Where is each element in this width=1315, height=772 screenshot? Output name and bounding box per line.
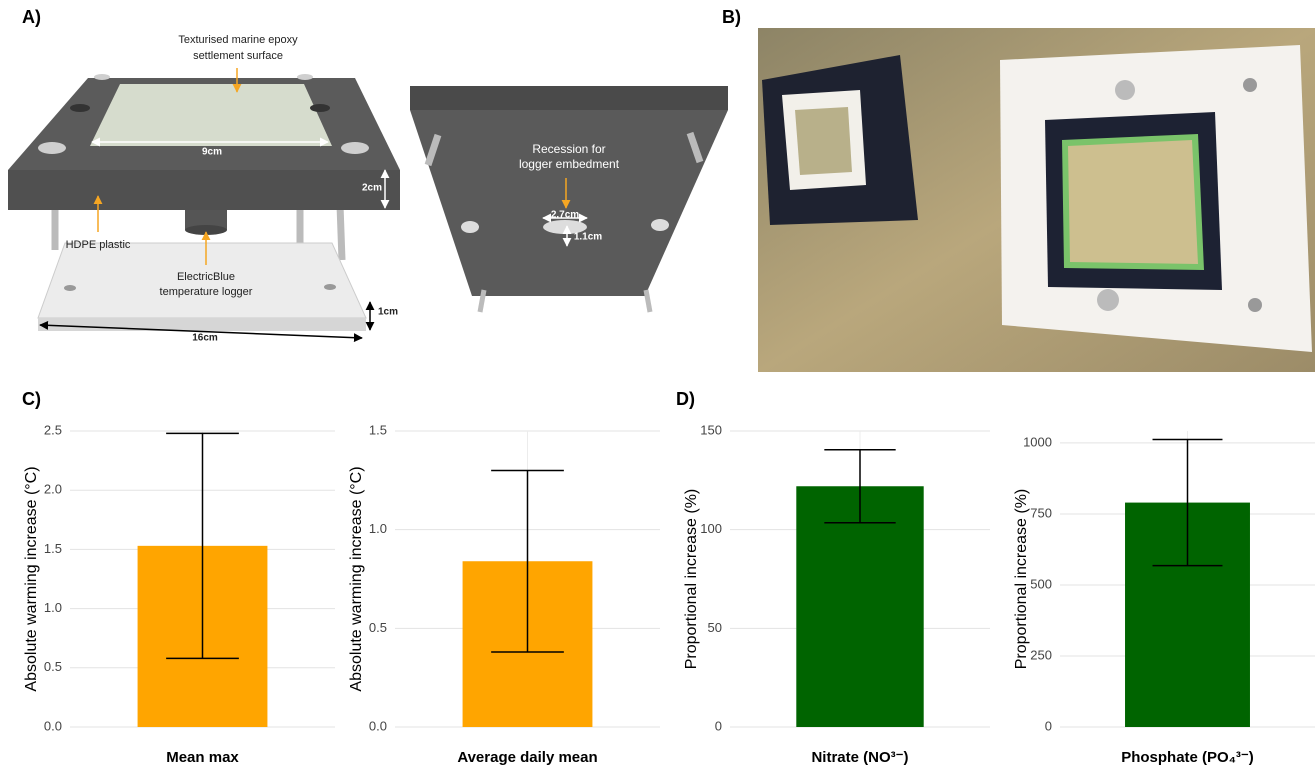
dimension-label: 9cm bbox=[202, 147, 222, 158]
y-tick-label: 1.5 bbox=[369, 422, 387, 437]
y-tick-label: 750 bbox=[1030, 505, 1052, 520]
annotation: temperature logger bbox=[160, 286, 253, 298]
x-tick-label: Average daily mean bbox=[457, 749, 597, 766]
y-axis-label: Proportional increase (%) bbox=[1013, 489, 1030, 670]
annotation: HDPE plastic bbox=[66, 239, 131, 251]
annotation: Texturised marine epoxy bbox=[178, 34, 298, 46]
annotation: ElectricBlue bbox=[177, 271, 235, 283]
y-tick-label: 50 bbox=[708, 620, 722, 635]
y-tick-label: 2.0 bbox=[44, 482, 62, 497]
y-tick-label: 2.5 bbox=[44, 422, 62, 437]
x-tick-label: Nitrate (NO³⁻) bbox=[811, 749, 908, 766]
y-tick-label: 1.0 bbox=[369, 521, 387, 536]
annotation: settlement surface bbox=[193, 50, 283, 62]
annotation: logger embedment bbox=[519, 157, 620, 171]
y-tick-label: 1000 bbox=[1023, 434, 1052, 449]
dimension-label: 2cm bbox=[362, 183, 382, 194]
y-tick-label: 1.0 bbox=[44, 600, 62, 615]
x-tick-label: Mean max bbox=[166, 749, 239, 766]
y-tick-label: 150 bbox=[700, 422, 722, 437]
x-tick-label: Phosphate (PO₄³⁻) bbox=[1121, 749, 1254, 766]
panel-label: B) bbox=[722, 7, 741, 27]
annotation: Recession for bbox=[532, 142, 605, 156]
y-axis-label: Proportional increase (%) bbox=[683, 489, 700, 670]
y-tick-label: 0.0 bbox=[44, 718, 62, 733]
field-photo bbox=[758, 28, 1315, 372]
panel-label: A) bbox=[22, 7, 41, 27]
y-tick-label: 500 bbox=[1030, 576, 1052, 591]
dimension-label: 1.1cm bbox=[574, 232, 602, 243]
panel-label: D) bbox=[676, 389, 695, 409]
y-tick-label: 0.5 bbox=[369, 620, 387, 635]
y-tick-label: 100 bbox=[700, 521, 722, 536]
y-axis-label: Absolute warming increase (°C) bbox=[23, 466, 40, 691]
y-tick-label: 0 bbox=[1045, 718, 1052, 733]
slab-underside-diagram bbox=[410, 86, 728, 312]
y-axis-label: Absolute warming increase (°C) bbox=[348, 466, 365, 691]
y-tick-label: 0 bbox=[715, 718, 722, 733]
y-tick-label: 250 bbox=[1030, 647, 1052, 662]
y-tick-label: 0.0 bbox=[369, 718, 387, 733]
dimension-label: 1cm bbox=[378, 307, 398, 318]
figure: A) B) C) D) Texturised marine epoxy sett… bbox=[0, 0, 1315, 767]
y-tick-label: 0.5 bbox=[44, 659, 62, 674]
y-tick-label: 1.5 bbox=[44, 541, 62, 556]
dimension-label: 16cm bbox=[192, 333, 218, 344]
panel-label: C) bbox=[22, 389, 41, 409]
dimension-label: 2.7cm bbox=[551, 210, 579, 221]
